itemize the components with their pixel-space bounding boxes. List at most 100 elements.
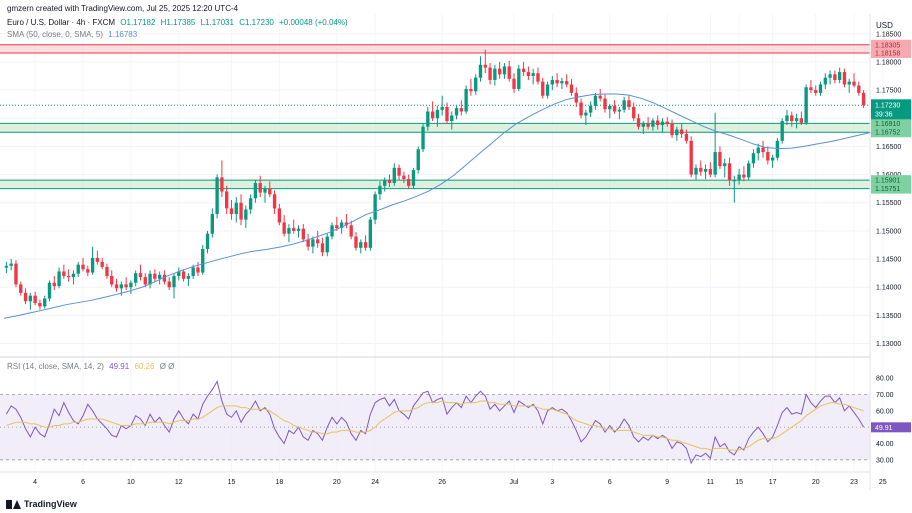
candle [239,194,243,226]
sma-line[interactable] [3,93,873,319]
support-lower-price-tag [871,183,911,194]
candle [703,164,708,180]
resistance-price-tag [871,48,911,59]
tradingview-logo[interactable]: TradingView [6,499,77,509]
candle [780,118,784,144]
candle-body [775,140,780,158]
time-tick-label: 12 [175,479,183,486]
candle [646,117,650,130]
candle-body [311,239,315,247]
candle [694,164,698,181]
candle-body [263,188,267,193]
candle [95,250,100,265]
candle [277,203,282,226]
candle [86,265,90,276]
candle-body [47,282,52,299]
candle-body [531,73,535,77]
price-tick-label: 1.14500 [876,257,901,264]
candle-body [474,77,478,92]
candle-body [493,68,497,80]
candle-body [794,118,799,122]
candle-body [81,264,85,270]
candle [699,160,703,176]
candle [732,175,736,203]
candle [47,280,52,302]
symbol-title[interactable]: Euro / U.S. Dollar · 4h · FXCM [7,18,116,27]
candle [201,244,205,275]
tradingview-logo-icon [6,499,21,509]
candle-body [411,170,416,186]
resistance-price-tag-text: 1.18305 [875,42,900,49]
candle [555,73,559,88]
candle [110,270,114,288]
candle [799,111,804,126]
candle [727,157,732,186]
candle [66,269,71,282]
candle-body [296,228,301,231]
candle [430,101,435,122]
candle-body [670,123,674,136]
candle [823,73,827,89]
candle [38,299,42,310]
candle-body [368,219,373,248]
candle [440,95,444,116]
candle-body [651,120,655,127]
candle-body [742,174,746,178]
candle [660,118,665,133]
candle [287,224,291,243]
support-upper-price-tag [871,127,911,138]
sma-legend[interactable]: SMA (50, close, 0, SMA, 5) 1.16783 [7,30,140,39]
candle [474,74,478,95]
candle-body [751,153,756,164]
rsi-lines[interactable] [5,380,865,465]
candle-body [440,106,444,110]
candle-body [76,264,80,274]
candle-body [71,273,76,278]
candle-body [598,95,602,99]
candle [363,235,368,251]
candle-body [746,163,751,178]
candle-body [641,123,645,127]
candle-body [287,228,291,234]
candle-body [383,180,387,186]
candle-body [608,105,612,110]
candle-body [177,271,181,276]
candle [569,78,574,96]
resistance-zone [0,44,870,54]
candle [842,68,847,88]
candle [205,230,210,254]
rsi-tick-label: 60.00 [876,408,894,415]
candle-body [703,168,708,172]
candle-body [57,271,61,287]
candle [368,216,373,251]
candle [157,271,162,285]
candle-body [569,84,574,93]
candle [167,277,171,291]
support-lower-price-tag-text: 1.15901 [875,178,900,185]
candle-body [718,152,722,167]
time-tick-label: 9 [665,479,669,486]
price-tick-label: 1.18500 [876,31,901,38]
candle [325,233,329,257]
candle [541,77,545,99]
candle-body [402,175,406,180]
rsi-legend[interactable]: RSI (14, close, SMA, 14, 2) 49.91 60.26 … [7,362,177,371]
support-lower-price-tag [871,175,911,186]
candle-body [315,239,320,244]
candle-body [636,118,641,127]
candle-body [727,163,732,181]
candle [301,224,305,243]
candle [483,49,487,74]
candle [526,66,531,80]
candle [248,194,253,215]
candle [651,118,655,131]
time-tick-label: 24 [371,479,379,486]
candle-body [689,140,693,175]
candle [134,270,138,287]
candle [9,259,13,271]
candle-body [790,115,794,122]
candle [387,174,392,187]
candlesticks[interactable] [4,49,866,310]
rsi-extra: Ø Ø [159,362,175,371]
